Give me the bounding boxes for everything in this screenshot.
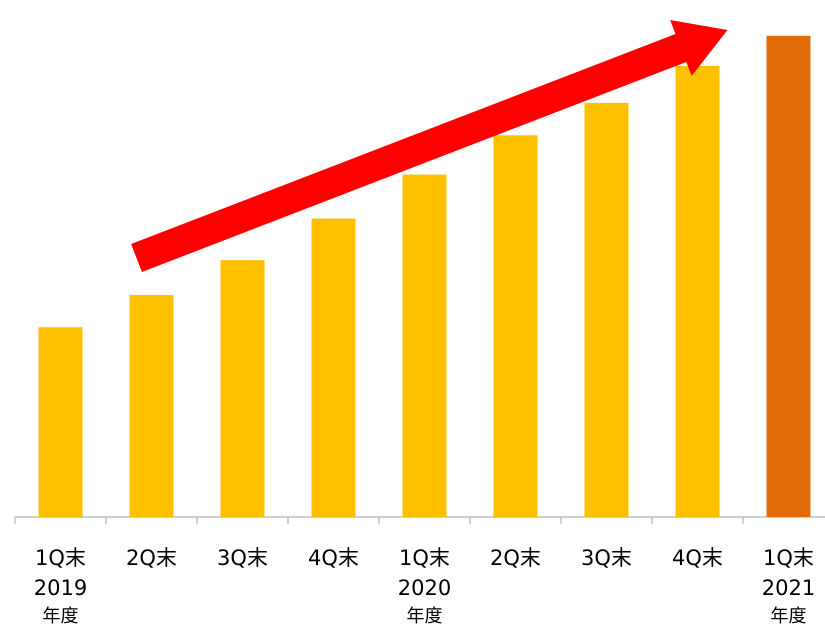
fiscal-year-suffix-2021: 年度 [771,606,807,627]
bar-8 [675,65,720,517]
x-tick-label-5: 1Q末 [399,546,450,570]
bar-1 [38,327,83,517]
x-tick-label-4: 4Q末 [308,546,359,570]
x-tick-label-9: 1Q末 [763,546,814,570]
fiscal-year-suffix-2020: 年度 [407,606,443,627]
x-tick-label-6: 2Q末 [490,546,541,570]
fiscal-year-suffix-2019: 年度 [43,606,79,627]
x-tick-label-3: 3Q末 [217,546,268,570]
bars [38,35,811,518]
year-label-2019: 2019 [34,576,87,600]
year-label-2020: 2020 [398,576,451,600]
trend-arrow-layer [131,20,728,272]
x-tick-labels: 1Q末 2Q末 3Q末 4Q末 1Q末 2Q末 3Q末 4Q末 1Q末 2019 年度 2020 年度 2… [34,546,815,627]
x-tick-label-2: 2Q末 [126,546,177,570]
x-tick-label-7: 3Q末 [581,546,632,570]
bar-4 [311,218,356,518]
bar-3 [220,260,265,517]
year-label-2021: 2021 [762,576,815,600]
trend-arrow [131,20,728,272]
bar-6 [493,135,538,517]
bar-2 [129,294,174,517]
bar-5 [402,174,447,517]
x-tick-label-8: 4Q末 [672,546,723,570]
x-axis [14,516,825,524]
bar-7 [584,102,629,517]
x-tick-label-1: 1Q末 [35,546,86,570]
bar-9 [766,35,811,517]
